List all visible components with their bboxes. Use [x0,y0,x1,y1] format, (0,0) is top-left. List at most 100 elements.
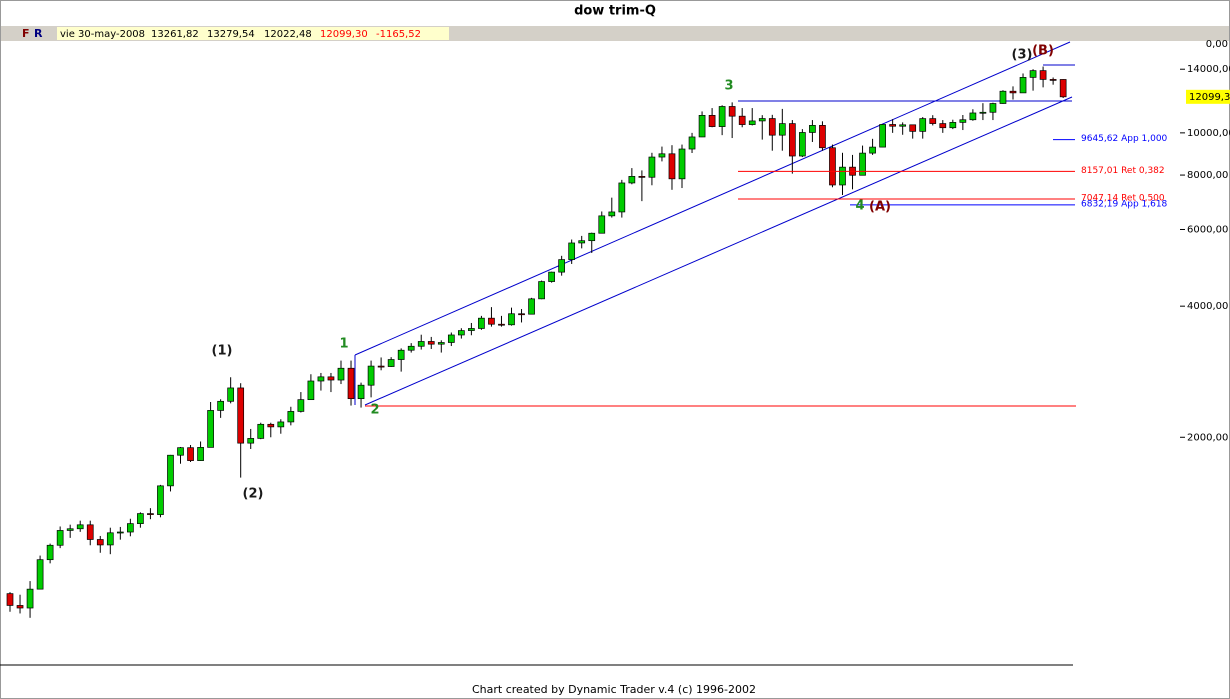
candle-body [558,259,566,273]
candle-body [167,454,174,487]
axis-top-label: 0,00 [1206,39,1228,50]
y-tick-label: 4000,00 [1187,301,1228,312]
candle-body [468,328,475,331]
candle-body [548,271,555,282]
candle-body [327,376,335,381]
candle-body [959,119,967,123]
candle-body [839,166,846,186]
candle-body [367,365,375,386]
candle-body [16,605,24,609]
button-r[interactable]: R [34,27,43,40]
candle-body [598,215,606,234]
candle-body [1029,70,1037,78]
level-label: 9645,62 App 1,000 [1081,134,1168,144]
candle-body [989,103,997,113]
candle-body [6,593,14,606]
candle-body [829,147,836,186]
y-tick-label: 10000,00 [1187,128,1230,139]
candle-body [869,146,876,154]
candle-body [86,524,94,540]
candle-body [899,124,907,127]
candle-body [919,118,927,132]
candle-body [66,528,74,531]
candle-body [257,423,265,439]
info-open: 13261,82 [151,29,199,40]
candle-body [237,387,245,444]
button-f[interactable]: F [22,27,30,40]
wave-label: 2 [370,403,379,418]
candle-body [618,182,626,213]
channel-upper [354,41,1071,356]
candle-body [76,524,84,530]
candle-body [127,523,134,533]
footer: Chart created by Dynamic Trader v.4 (c) … [472,683,756,696]
y-tick-label: 14000,00 [1187,64,1230,75]
candle-body [157,485,164,515]
candle-body [437,342,445,345]
wave-label: (A) [869,200,891,215]
wave-label: 4 [855,199,864,214]
candle-body [809,125,816,133]
candle-body [788,123,796,157]
candle-body [608,211,616,217]
candle-body [177,447,184,456]
candle-body [377,365,385,368]
candle-body [227,387,235,402]
candle-body [317,376,325,382]
candle-body [668,153,676,180]
y-tick-label: 6000,00 [1187,224,1228,235]
candle-body [859,152,866,176]
candle-body [447,334,455,343]
candle-body [287,411,295,423]
candle-body [407,345,415,351]
candle-body [247,438,255,444]
wave-label: 1 [339,337,348,352]
candle-body [638,176,646,178]
candle-body [96,539,104,546]
candle-body [207,410,214,448]
candle-body [417,341,425,347]
candle-body [458,330,465,336]
candle-body [698,115,706,138]
candle-body [137,513,144,524]
info-high: 13279,54 [207,29,255,40]
candle-body [397,349,405,360]
candle-body [939,123,947,129]
candle-body [26,588,34,609]
candle-body [36,559,44,590]
last-price-box [1186,89,1230,104]
level-label: 6832,19 App 1,618 [1081,199,1168,209]
candle-body [387,359,395,367]
level-label: 7047,14 Ret 0,500 [1081,194,1165,204]
candle-body [528,298,535,315]
candle-body [116,531,124,534]
wave-label: (2) [243,487,264,502]
chart-title: dow trim-Q [574,4,656,19]
candle-body [628,176,636,184]
candle-body [1059,79,1067,98]
candle-body [488,317,495,325]
y-tick-label: 8000,00 [1187,170,1228,181]
candle-body [1039,70,1047,80]
candle-body [307,380,315,401]
candle-body [297,399,305,412]
candle-body [879,124,886,148]
candle-body [538,281,545,300]
last-price-label: 12099,3 [1189,92,1230,103]
candle-body [56,530,64,546]
candle-body [578,240,586,244]
candle-body [498,323,505,326]
wave-label: (B) [1032,44,1054,59]
candle-body [217,400,224,411]
candle-body [728,106,736,117]
candle-body [568,242,576,260]
candle-body [347,367,355,400]
candle-body [718,106,726,127]
candle-body [929,118,937,124]
candle-body [337,367,345,381]
y-tick-label: 2000,00 [1187,432,1228,443]
candle-body [267,423,275,428]
candle-body [949,122,957,129]
